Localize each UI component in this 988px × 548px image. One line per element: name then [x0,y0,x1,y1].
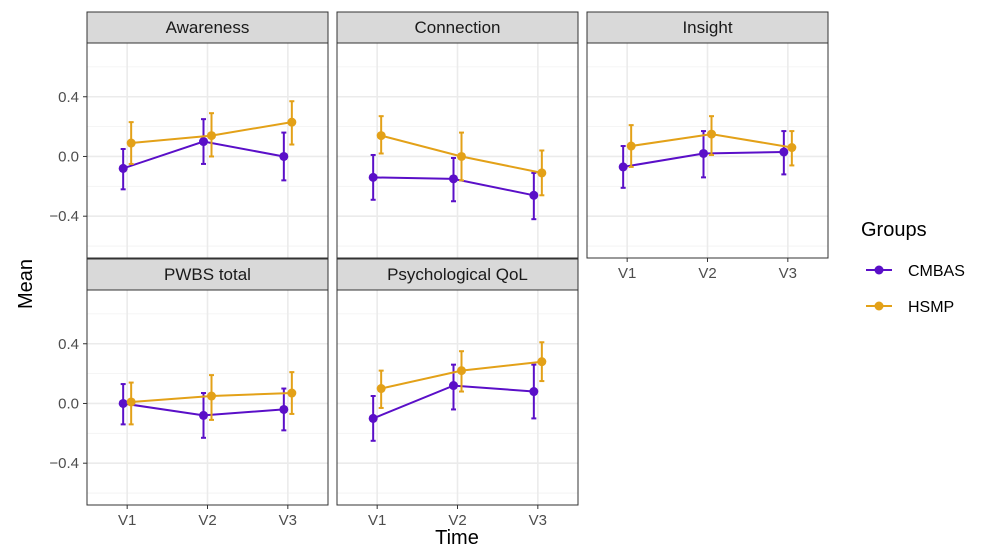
data-point [118,163,128,173]
series-hsmp [626,115,797,168]
facet-title: Connection [414,18,500,37]
series-hsmp [126,100,297,165]
x-tick-label: V2 [698,265,716,282]
data-point [368,172,378,182]
x-tick-label: V1 [618,265,636,282]
facet-awareness: Awareness −0.4 0.0 0.4 [49,11,329,259]
data-point [787,143,797,153]
series-cmbas [368,363,539,442]
data-point [707,129,716,139]
data-point [118,398,128,408]
facet-strip [86,11,329,44]
x-axis-title: Time [435,527,479,548]
y-tick-label: 0.4 [58,89,79,106]
panel-border [86,42,329,259]
legend-key-point [874,301,884,311]
legend-item-cmbas: CMBAS [866,263,965,280]
data-point [529,190,539,200]
x-tick-label: V3 [529,512,547,529]
series-hsmp [376,115,547,197]
data-point [207,131,216,141]
data-point [457,366,466,376]
legend-title: Groups [861,219,927,241]
data-point [537,357,547,367]
series-cmbas [368,153,539,221]
facet-title: Awareness [166,18,250,37]
legend-label: CMBAS [908,263,965,280]
y-tick-label: 0.4 [58,336,79,353]
data-point [199,410,208,420]
facet-connection: Connection [336,11,579,259]
y-axis-title: Mean [15,259,37,309]
data-point [207,391,216,401]
data-point [626,141,636,151]
data-point [279,151,289,161]
x-tick-label: V1 [368,512,386,529]
legend-label: HSMP [908,299,954,316]
y-tick-label: 0.0 [58,148,79,165]
data-point [199,137,208,147]
facet-psychological-qol: Psychological QoL V1 V2 V3 [336,258,579,529]
data-point [376,131,386,141]
x-tick-label: V2 [198,512,216,529]
data-point [618,162,628,172]
x-tick-label: V1 [118,512,136,529]
facet-strip [86,258,329,291]
y-tick-label: 0.0 [58,395,79,412]
facet-strip [336,11,579,44]
facet-title: PWBS total [164,265,251,284]
data-point [279,404,289,414]
data-point [287,388,297,398]
data-point [779,147,789,157]
series-cmbas [118,118,289,191]
series-hsmp [126,371,297,426]
panel-border [336,42,579,259]
facet-insight: Insight V1 V2 V3 [586,11,829,282]
series-hsmp [376,341,547,409]
legend: Groups CMBAS HSMP [861,219,965,316]
x-tick-label: V3 [779,265,797,282]
panels: Awareness −0.4 0.0 0.4 Connection Insight V1 V2… [49,11,829,529]
legend-key-point [874,265,884,275]
x-tick-label: V3 [279,512,297,529]
data-point [529,387,539,397]
facet-pwbs-total: PWBS total −0.4 0.0 0.4 V1 V2 V3 [49,258,329,529]
legend-item-hsmp: HSMP [866,299,954,316]
data-point [449,174,458,184]
data-point [376,384,386,394]
data-point [126,138,136,148]
data-point [287,117,297,127]
data-point [449,381,458,391]
data-point [537,168,547,178]
facet-strip [336,258,579,291]
data-point [699,148,708,158]
series-cmbas [118,383,289,439]
data-point [457,151,466,161]
facet-title: Insight [682,18,732,37]
y-tick-label: −0.4 [49,208,79,225]
y-tick-label: −0.4 [49,455,79,472]
data-point [126,397,136,407]
series-cmbas [618,130,789,189]
x-tick-label: V2 [448,512,466,529]
data-point [368,413,378,423]
facet-title: Psychological QoL [387,265,528,284]
